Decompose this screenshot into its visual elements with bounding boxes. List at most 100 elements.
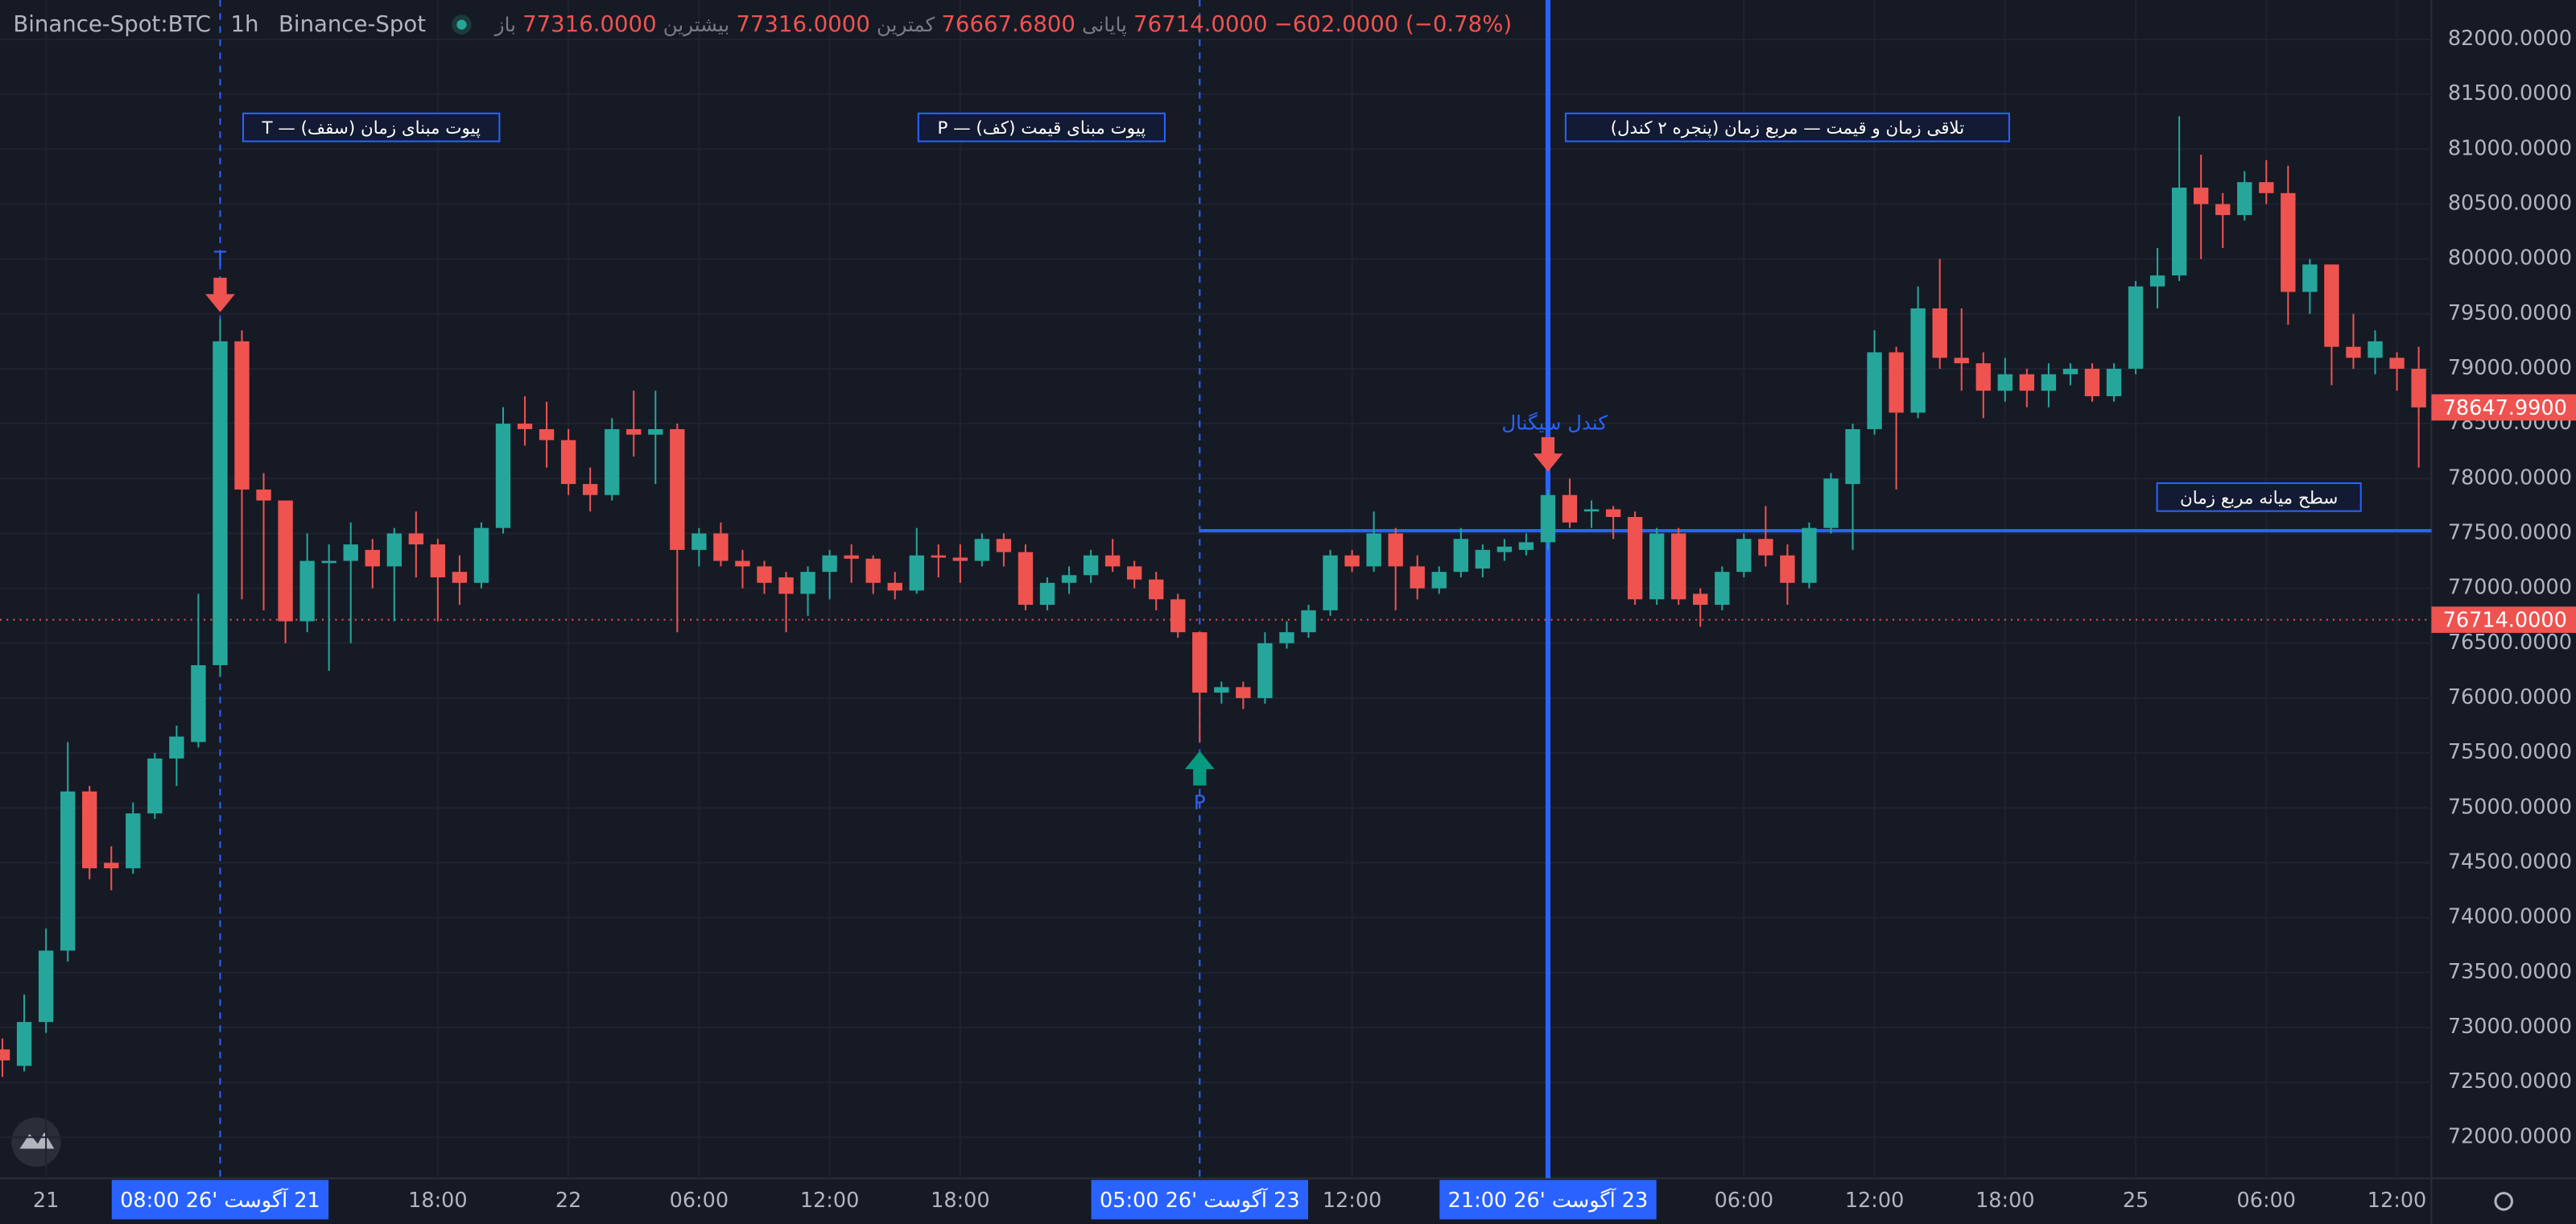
- candle-body: [626, 428, 642, 435]
- y-tick-label: 79500.0000: [2448, 301, 2572, 325]
- x-tick-label: 18:00: [931, 1189, 990, 1213]
- grid: [0, 0, 2432, 1179]
- status-dot-inner: [456, 19, 468, 30]
- candle-body: [343, 544, 358, 561]
- candle-body: [2019, 374, 2035, 391]
- candle-body: [2084, 368, 2100, 397]
- candle-body: [1279, 632, 1294, 643]
- logo[interactable]: [11, 1117, 61, 1167]
- candle-body: [147, 758, 163, 814]
- annotation-box: [2156, 482, 2362, 512]
- candle-body: [365, 549, 380, 567]
- marker-arrow: [205, 277, 235, 312]
- x-tick-label: 12:00: [800, 1189, 860, 1213]
- candle-body: [1388, 533, 1403, 567]
- y-tick-label: 72500.0000: [2448, 1069, 2572, 1094]
- y-tick-label: 79000.0000: [2448, 356, 2572, 380]
- marker-label: کندل سیگنال: [1501, 411, 1608, 435]
- field-label: بیشترین: [663, 13, 730, 36]
- candle-body: [800, 572, 815, 594]
- y-tick-label: 81500.0000: [2448, 81, 2572, 105]
- y-tick-label: 74000.0000: [2448, 905, 2572, 929]
- y-tick-label: 75500.0000: [2448, 740, 2572, 764]
- candle-body: [1932, 308, 1947, 358]
- time-label: 21 آگوست '26 08:00: [120, 1188, 320, 1213]
- candle-body: [1410, 566, 1425, 589]
- candle-body: [1431, 572, 1447, 589]
- candle-body: [321, 560, 336, 564]
- candle-body: [2302, 264, 2318, 292]
- annotation-text: P — پیوت مبنای قیمت (کف): [937, 118, 1146, 139]
- candle-body: [887, 582, 902, 591]
- x-tick-label: 06:00: [670, 1189, 729, 1213]
- candle-body: [2193, 187, 2209, 205]
- candle-body: [1366, 533, 1381, 567]
- y-tick-label: 74500.0000: [2448, 850, 2572, 874]
- candle-body: [299, 560, 315, 622]
- candle-body: [1649, 533, 1665, 600]
- candle-body: [1583, 509, 1600, 512]
- candle-body: [191, 665, 206, 742]
- candle-body: [974, 539, 990, 561]
- candle-body: [2281, 192, 2296, 292]
- candle-body: [1149, 579, 1164, 600]
- time-label-box: [111, 1180, 329, 1220]
- candle-body: [691, 533, 707, 550]
- marker-label: P: [1194, 791, 1206, 814]
- field-label: پایانی: [1082, 13, 1127, 36]
- price-tag: [2431, 606, 2576, 633]
- candle-body: [1475, 549, 1491, 569]
- candle-body: [670, 428, 685, 550]
- y-tick-label: 80000.0000: [2448, 246, 2572, 271]
- candle-body: [1236, 687, 1251, 698]
- candle-body: [1845, 428, 1860, 485]
- annotation-box: [917, 112, 1166, 143]
- x-tick-label: 18:00: [408, 1189, 468, 1213]
- x-tick-label: 12:00: [1845, 1189, 1905, 1213]
- candle-body: [1693, 593, 1708, 606]
- candle-body: [1605, 509, 1621, 517]
- x-tick-label: 25: [2123, 1189, 2149, 1213]
- field-value: 77316.0000: [736, 11, 870, 38]
- candle-body: [909, 555, 924, 591]
- y-tick-label: 72000.0000: [2448, 1124, 2572, 1148]
- candle-body: [2237, 182, 2252, 216]
- symbol[interactable]: Binance-Spot:BTC: [13, 11, 212, 38]
- settings[interactable]: [2494, 1192, 2513, 1211]
- x-tick-label: 06:00: [1715, 1189, 1774, 1213]
- interval[interactable]: 1h: [230, 11, 259, 38]
- candle-body: [1018, 552, 1034, 606]
- candle-body: [1975, 363, 1991, 391]
- x-tick-label: 22: [555, 1189, 581, 1213]
- y-tick-label: 76000.0000: [2448, 685, 2572, 709]
- annotation-text: T — پیوت مبنای زمان (سقف): [261, 118, 481, 139]
- candle-body: [1214, 687, 1229, 693]
- candle-body: [757, 566, 772, 583]
- candles: [0, 116, 2426, 1077]
- candle-body: [865, 558, 881, 583]
- candle-body: [495, 424, 511, 528]
- time-label: 23 آگوست '26 21:00: [1448, 1188, 1649, 1213]
- candle-body: [1867, 352, 1882, 429]
- price-tag-label: 78647.9900: [2443, 396, 2567, 420]
- settings-icon[interactable]: [2494, 1192, 2513, 1211]
- candle-body: [1954, 358, 1969, 364]
- candle-body: [1823, 478, 1839, 528]
- candle-body: [1671, 533, 1686, 600]
- status-dot: [452, 14, 473, 35]
- candle-body: [1257, 643, 1273, 698]
- field-label: باز: [494, 13, 516, 36]
- candle-body: [1997, 374, 2013, 391]
- candle-body: [2062, 368, 2079, 374]
- field-value: 76667.6800: [941, 11, 1075, 38]
- candle-body: [1910, 308, 1926, 413]
- time-label-box: [1439, 1180, 1657, 1220]
- candle-body: [386, 533, 402, 567]
- candle-body: [1540, 494, 1556, 543]
- candle-body: [931, 555, 946, 558]
- price-tag-label: 76714.0000: [2443, 609, 2567, 633]
- candle-body: [452, 572, 468, 583]
- candle-body: [648, 428, 663, 435]
- y-tick-label: 76500.0000: [2448, 631, 2572, 655]
